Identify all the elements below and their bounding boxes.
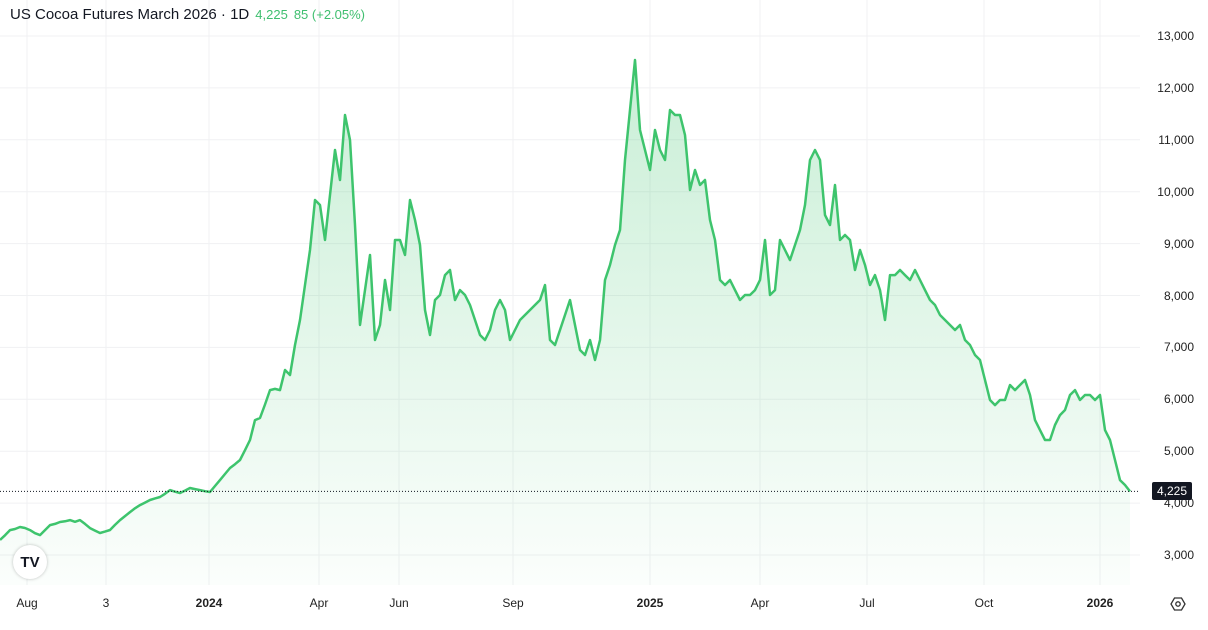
x-tick-label: Aug xyxy=(16,596,38,610)
x-tick-label: Jul xyxy=(859,596,875,610)
x-tick-label: Apr xyxy=(309,596,329,610)
x-tick-label: 2025 xyxy=(636,596,664,610)
settings-icon[interactable] xyxy=(1170,596,1186,612)
tradingview-logo[interactable]: TV xyxy=(13,545,47,579)
y-tick-label: 12,000 xyxy=(1157,80,1194,95)
x-tick-label: 2026 xyxy=(1086,596,1114,610)
y-tick-label: 5,000 xyxy=(1163,444,1194,459)
x-tick-label: Oct xyxy=(974,596,994,610)
last-price: 4,225 xyxy=(255,7,288,22)
y-tick-label: 7,000 xyxy=(1163,340,1194,355)
symbol-title: US Cocoa Futures March 2026 · 1D xyxy=(10,6,250,23)
y-tick-label: 10,000 xyxy=(1157,184,1194,199)
x-tick-label: Jun xyxy=(389,596,409,610)
last-price-label: 4,225 xyxy=(1152,482,1193,501)
price-area-fill xyxy=(0,60,1130,585)
x-tick-label: Sep xyxy=(502,596,524,610)
y-tick-label: 11,000 xyxy=(1158,132,1194,147)
x-tick-label: 2024 xyxy=(195,596,223,610)
y-tick-label: 8,000 xyxy=(1163,288,1194,303)
x-tick-label: Apr xyxy=(750,596,770,610)
chart-title: US Cocoa Futures March 2026 · 1D 4,225 85 … xyxy=(10,6,365,23)
price-line xyxy=(0,58,1131,541)
price-change: 85 (+2.05%) xyxy=(293,7,366,22)
x-tick-label: 3 xyxy=(102,596,110,610)
y-tick-label: 6,000 xyxy=(1163,392,1194,407)
price-chart[interactable] xyxy=(0,0,1140,630)
y-tick-label: 9,000 xyxy=(1163,236,1194,251)
y-tick-label: 13,000 xyxy=(1157,29,1194,43)
y-tick-label: 3,000 xyxy=(1163,548,1194,562)
